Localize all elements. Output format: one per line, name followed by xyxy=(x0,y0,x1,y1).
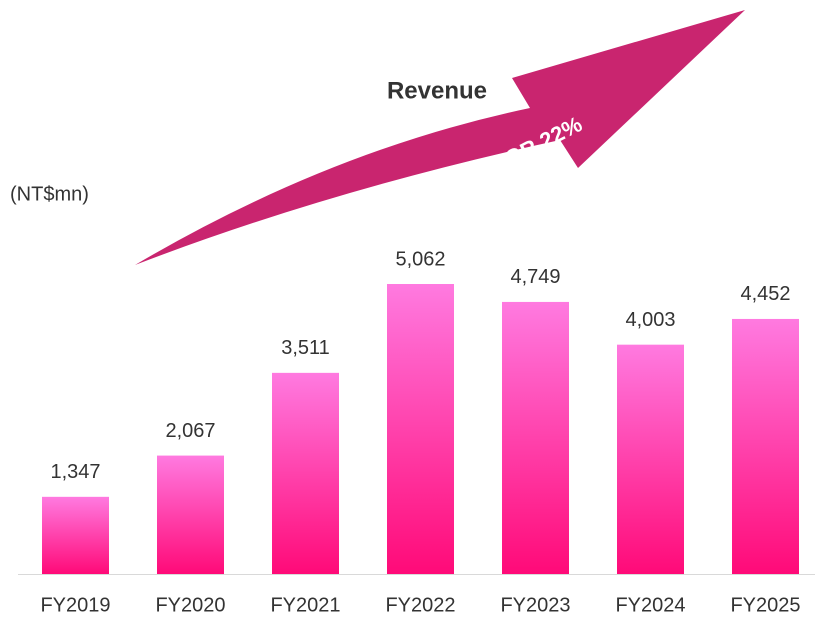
growth-arrow xyxy=(135,10,745,265)
chart-title: Revenue xyxy=(387,77,487,104)
x-tick-label: FY2021 xyxy=(270,594,340,616)
bar xyxy=(42,496,109,574)
bar xyxy=(617,344,684,574)
value-label: 4,749 xyxy=(510,266,560,288)
bar xyxy=(272,372,339,574)
value-label: 3,511 xyxy=(281,337,330,359)
x-tick-label: FY2023 xyxy=(500,594,570,616)
x-tick-label: FY2025 xyxy=(730,594,800,616)
value-label: 1,347 xyxy=(50,461,100,483)
value-label: 4,003 xyxy=(625,309,675,331)
x-tick-label: FY2020 xyxy=(155,594,225,616)
x-tick-label: FY2022 xyxy=(385,594,455,616)
bar xyxy=(387,284,454,574)
bar xyxy=(157,455,224,574)
value-label: 5,062 xyxy=(395,248,445,270)
bar xyxy=(502,301,569,574)
bar xyxy=(732,318,799,574)
x-tick-label: FY2024 xyxy=(615,594,685,616)
unit-label: (NT$mn) xyxy=(10,183,89,205)
value-label: 4,452 xyxy=(740,283,790,305)
x-tick-label: FY2019 xyxy=(40,594,110,616)
value-label: 2,067 xyxy=(165,420,215,442)
